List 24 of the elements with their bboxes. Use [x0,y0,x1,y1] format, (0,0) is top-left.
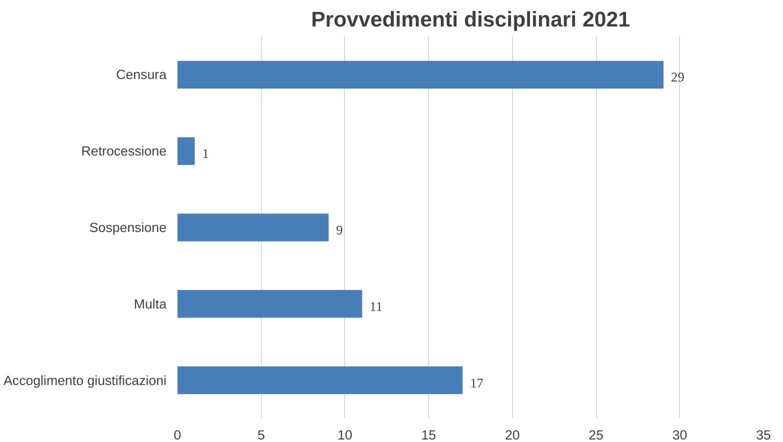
bar [178,60,664,89]
data-label: 11 [370,298,383,314]
chart-title: Provvedimenti disciplinari 2021 [311,8,630,32]
x-tick-label: 5 [258,428,265,442]
data-label: 29 [671,70,685,85]
y-tick-label: Accoglimento giustificazioni [4,372,167,388]
data-label: 9 [336,222,344,238]
x-tick-label: 20 [504,428,520,442]
x-tick-label: 15 [421,428,436,442]
y-tick-label: Sospensione [89,220,167,235]
x-tick-label: 0 [174,428,182,442]
x-tick-label: 35 [756,428,771,442]
y-tick-label: Multa [134,296,168,312]
x-tick-label: 10 [338,428,352,442]
bar [178,366,463,394]
y-tick-label: Censura [116,67,168,82]
data-label: 1 [202,146,209,162]
x-tick-label: 30 [672,428,688,442]
bar [178,290,362,318]
data-label: 17 [470,375,484,390]
y-tick-label: Retrocessione [81,144,167,159]
bar [178,137,195,165]
bar [178,214,329,242]
x-tick-label: 25 [588,428,604,442]
